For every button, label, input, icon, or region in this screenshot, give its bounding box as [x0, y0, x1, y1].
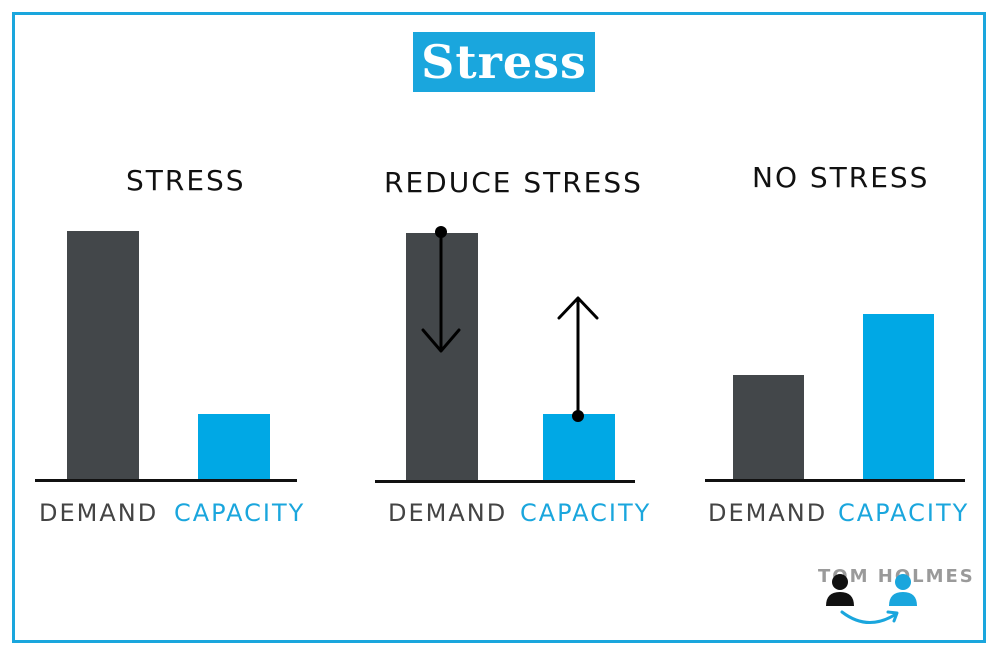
panel-nostress-capacity-label: CAPACITY [838, 499, 970, 527]
panel-reduce-capacity-bar [543, 414, 615, 482]
panel-nostress-demand-label: DEMAND [708, 499, 828, 527]
panel-title-stress: STRESS [126, 164, 246, 197]
panel-nostress-capacity-bar [863, 314, 934, 481]
diagram-frame [12, 12, 986, 643]
person-blue-icon [889, 574, 917, 606]
panel-stress-demand-label: DEMAND [39, 499, 159, 527]
panel-title-no-stress: NO STRESS [752, 161, 930, 194]
panel-stress-baseline [35, 479, 297, 482]
panel-reduce-baseline [375, 480, 635, 483]
panel-stress-capacity-label: CAPACITY [174, 499, 306, 527]
panel-nostress-demand-bar [733, 375, 804, 481]
panel-reduce-demand-label: DEMAND [388, 499, 508, 527]
curved-arrow-head [886, 610, 899, 623]
logo-figures [826, 574, 917, 624]
panel-stress-capacity-bar [198, 414, 270, 481]
tom-holmes-logo: TOM HOLMES [818, 566, 973, 636]
diagram-title: Stress [413, 32, 595, 92]
panel-title-reduce-stress: REDUCE STRESS [384, 166, 643, 199]
panel-reduce-demand-bar [406, 233, 478, 482]
panel-reduce-capacity-label: CAPACITY [520, 499, 652, 527]
panel-stress-demand-bar [67, 231, 139, 481]
curved-arrow-icon [840, 610, 898, 624]
panel-nostress-baseline [705, 479, 965, 482]
logo-text: TOM HOLMES [818, 566, 975, 587]
person-dark-icon [826, 574, 854, 606]
